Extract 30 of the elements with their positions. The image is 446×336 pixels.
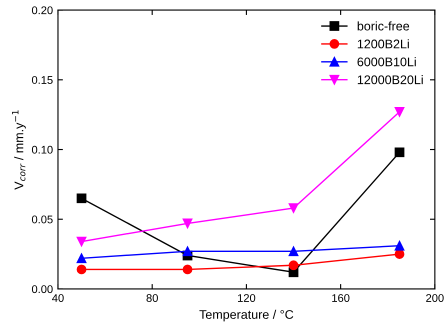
point <box>394 147 404 158</box>
x-tick-label: 40 <box>52 294 64 302</box>
point <box>182 264 192 274</box>
legend-label: 12000B20Li <box>358 75 423 84</box>
x-tick-label: 200 <box>426 294 444 302</box>
legend-label: boric-free <box>358 21 410 31</box>
x-axis-title: Temperature / °C <box>199 310 294 322</box>
point <box>182 246 192 256</box>
point <box>76 253 86 264</box>
legend-label: 6000B10Li <box>358 57 416 66</box>
y-tick-label: 0.15 <box>32 76 53 84</box>
y-tick-label: 0.20 <box>32 6 53 14</box>
point <box>182 218 192 228</box>
point <box>394 240 404 251</box>
point <box>288 203 298 213</box>
y-axis-title: V$_{corr}$ / mm.y$^{−1}$ <box>12 110 26 190</box>
y-tick-label: 0.10 <box>32 146 53 154</box>
x-tick-label: 160 <box>332 294 350 302</box>
y-tick-label: 0.00 <box>32 285 53 294</box>
x-tick-label: 80 <box>146 294 158 302</box>
point <box>76 193 86 204</box>
x-tick-label: 120 <box>238 294 256 302</box>
point <box>288 246 298 256</box>
y-tick-label: 0.05 <box>32 216 53 224</box>
point <box>394 107 404 117</box>
point <box>76 236 86 246</box>
point <box>288 260 298 270</box>
point <box>394 249 404 259</box>
point <box>76 264 86 274</box>
legend-label: 1200B2Li <box>358 39 409 48</box>
